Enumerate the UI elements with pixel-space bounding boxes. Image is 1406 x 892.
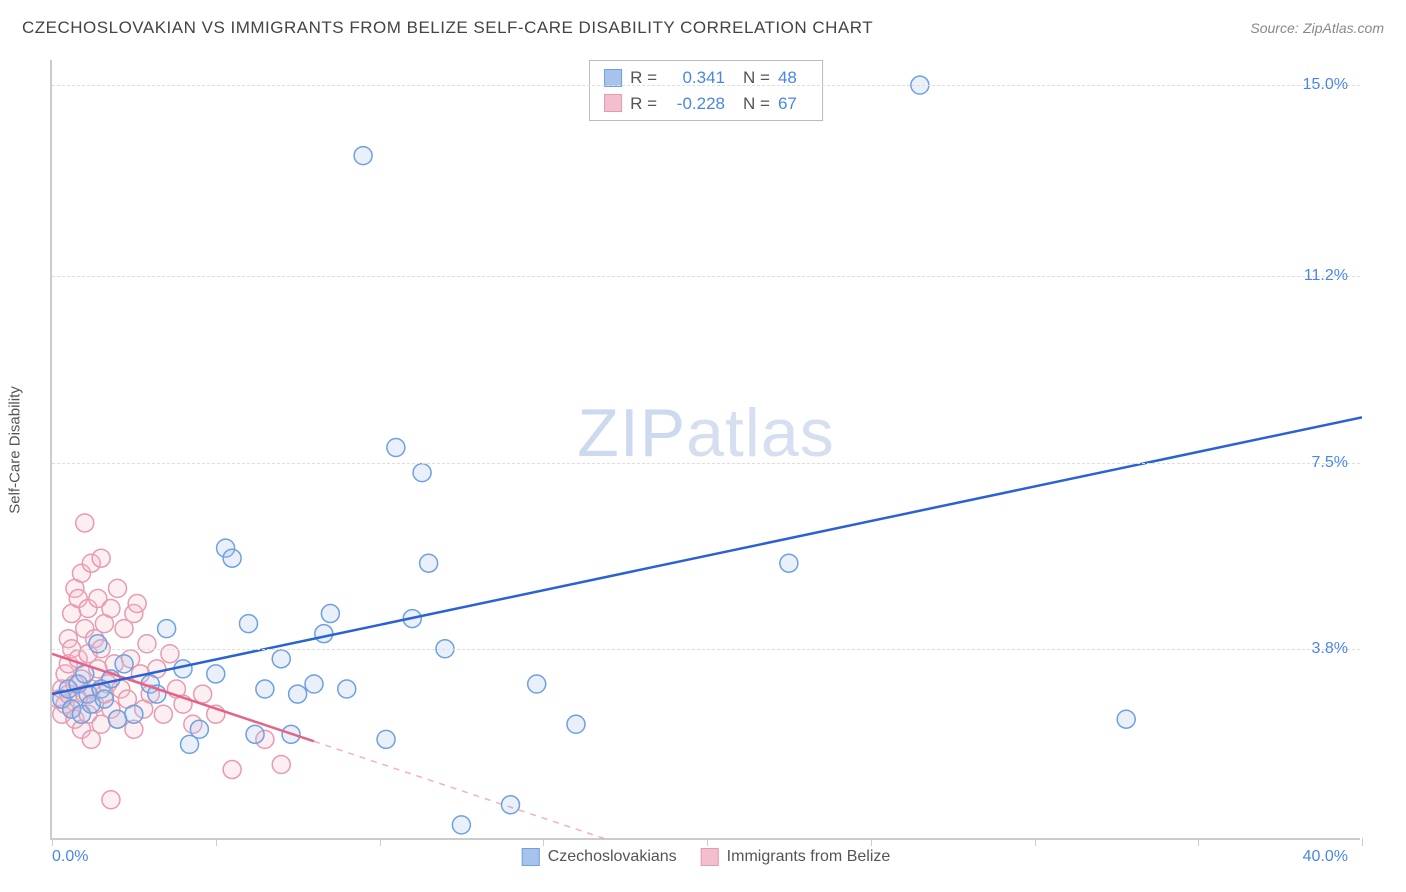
source-attribution: Source: ZipAtlas.com: [1250, 20, 1384, 38]
series-legend: Czechoslovakians Immigrants from Belize: [522, 848, 891, 866]
y-axis-label: Self-Care Disability: [7, 386, 24, 514]
scatter-point: [387, 438, 405, 456]
legend-label-b: Immigrants from Belize: [727, 848, 891, 866]
scatter-point: [95, 690, 113, 708]
stats-legend: R = 0.341 N = 48 R = -0.228 N = 67: [589, 60, 823, 121]
n-value-b: 67: [778, 91, 808, 117]
legend-label-a: Czechoslovakians: [548, 848, 677, 866]
stats-row-b: R = -0.228 N = 67: [604, 91, 808, 117]
scatter-point: [272, 756, 290, 774]
plot-region: ZIPatlas R = 0.341 N = 48 R = -0.228 N =…: [50, 60, 1360, 840]
scatter-point: [138, 635, 156, 653]
scatter-point: [240, 615, 258, 633]
gridline: [52, 85, 1360, 86]
scatter-point: [305, 675, 323, 693]
scatter-point: [780, 554, 798, 572]
scatter-point: [102, 600, 120, 618]
scatter-point: [128, 594, 146, 612]
swatch-series-a-2: [522, 848, 540, 866]
scatter-point: [289, 685, 307, 703]
scatter-point: [420, 554, 438, 572]
x-tick: [707, 838, 708, 846]
scatter-point: [194, 685, 212, 703]
scatter-point: [76, 514, 94, 532]
scatter-point: [272, 650, 290, 668]
r-label-b: R =: [630, 91, 657, 117]
chart-area: Self-Care Disability ZIPatlas R = 0.341 …: [50, 60, 1360, 840]
x-axis-min-label: 0.0%: [52, 848, 88, 866]
scatter-point: [413, 464, 431, 482]
regression-line: [52, 417, 1362, 694]
scatter-point: [92, 549, 110, 567]
scatter-point: [1117, 710, 1135, 728]
swatch-series-a: [604, 69, 622, 87]
scatter-svg: [52, 60, 1362, 840]
scatter-point: [223, 761, 241, 779]
x-axis-max-label: 40.0%: [1303, 848, 1348, 866]
scatter-point: [321, 605, 339, 623]
n-value-a: 48: [778, 65, 808, 91]
stats-row-a: R = 0.341 N = 48: [604, 65, 808, 91]
scatter-point: [125, 705, 143, 723]
swatch-series-b: [604, 94, 622, 112]
scatter-point: [102, 791, 120, 809]
y-tick-label: 11.2%: [1304, 267, 1348, 285]
swatch-series-b-2: [701, 848, 719, 866]
scatter-point: [89, 635, 107, 653]
r-label-a: R =: [630, 65, 657, 91]
r-value-a: 0.341: [665, 65, 725, 91]
x-tick: [1362, 838, 1363, 846]
scatter-point: [190, 720, 208, 738]
x-tick: [1198, 838, 1199, 846]
scatter-point: [161, 645, 179, 663]
scatter-point: [115, 655, 133, 673]
x-tick: [871, 838, 872, 846]
gridline: [52, 649, 1360, 650]
x-tick: [1035, 838, 1036, 846]
n-label-b: N =: [743, 91, 770, 117]
gridline: [52, 276, 1360, 277]
x-tick: [52, 838, 53, 846]
y-tick-label: 7.5%: [1312, 454, 1348, 472]
gridline: [52, 463, 1360, 464]
scatter-point: [109, 710, 127, 728]
scatter-point: [154, 705, 172, 723]
scatter-point: [109, 579, 127, 597]
scatter-point: [528, 675, 546, 693]
n-label-a: N =: [743, 65, 770, 91]
legend-item-b: Immigrants from Belize: [701, 848, 891, 866]
y-tick-label: 3.8%: [1312, 640, 1348, 658]
legend-item-a: Czechoslovakians: [522, 848, 677, 866]
x-tick: [543, 838, 544, 846]
x-tick: [216, 838, 217, 846]
scatter-point: [158, 620, 176, 638]
scatter-point: [452, 816, 470, 834]
scatter-point: [315, 625, 333, 643]
scatter-point: [338, 680, 356, 698]
scatter-point: [207, 665, 225, 683]
scatter-point: [377, 730, 395, 748]
r-value-b: -0.228: [665, 91, 725, 117]
scatter-point: [256, 680, 274, 698]
scatter-point: [246, 725, 264, 743]
source-label: Source:: [1250, 20, 1298, 36]
scatter-point: [502, 796, 520, 814]
x-tick: [380, 838, 381, 846]
source-name: ZipAtlas.com: [1303, 20, 1384, 36]
y-tick-label: 15.0%: [1303, 76, 1348, 94]
scatter-point: [567, 715, 585, 733]
scatter-point: [223, 549, 241, 567]
scatter-point: [354, 147, 372, 165]
chart-title: CZECHOSLOVAKIAN VS IMMIGRANTS FROM BELIZ…: [22, 18, 873, 38]
